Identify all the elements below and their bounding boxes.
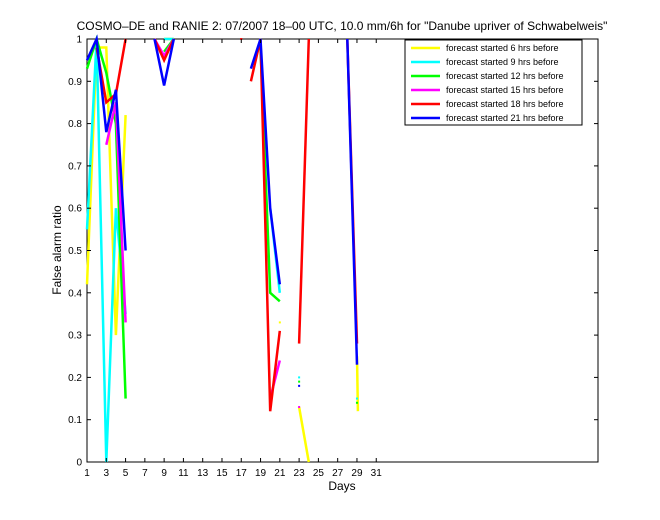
series-point <box>298 384 301 387</box>
legend-label: forecast started 12 hrs before <box>446 71 564 81</box>
x-tick-label: 1 <box>84 468 90 479</box>
y-tick-label: 0.8 <box>68 119 82 130</box>
x-tick-label: 7 <box>142 468 148 479</box>
legend-label: forecast started 21 hrs before <box>446 113 564 123</box>
series-line <box>297 38 311 344</box>
x-tick-label: 31 <box>371 468 383 479</box>
x-axis-ticks: 1 3 5 7 9 11 13 15 17 19 21 23 25 27 29 31 <box>84 39 382 479</box>
x-tick-label: 5 <box>123 468 129 479</box>
x-tick-label: 19 <box>255 468 267 479</box>
y-tick-label: 0.6 <box>68 204 82 215</box>
y-axis-ticks: 0 0.1 0.2 0.3 0.4 0.5 0.6 0.7 0.8 0.9 1 <box>68 35 598 469</box>
series-point <box>298 376 301 379</box>
y-tick-label: 0 <box>76 458 82 469</box>
x-axis-label: Days <box>328 479 355 493</box>
y-tick-label: 0.2 <box>68 373 82 384</box>
x-tick-label: 25 <box>313 468 325 479</box>
series-line <box>249 38 282 285</box>
legend-label: forecast started 18 hrs before <box>446 99 564 109</box>
series-point <box>278 321 281 324</box>
y-tick-label: 0.9 <box>68 77 82 88</box>
x-tick-label: 17 <box>236 468 248 479</box>
y-tick-label: 0.1 <box>68 415 82 426</box>
legend-label: forecast started 15 hrs before <box>446 85 564 95</box>
x-tick-label: 27 <box>332 468 344 479</box>
series-point <box>355 397 358 400</box>
series-point <box>298 406 301 409</box>
y-tick-label: 0.4 <box>68 288 82 299</box>
x-tick-label: 21 <box>274 468 286 479</box>
series-line <box>153 38 176 86</box>
series-layer <box>85 34 360 463</box>
y-tick-label: 0.5 <box>68 246 82 257</box>
x-tick-label: 13 <box>197 468 209 479</box>
y-tick-label: 0.7 <box>68 161 82 172</box>
y-tick-label: 0.3 <box>68 331 82 342</box>
x-tick-label: 9 <box>161 468 167 479</box>
series-point <box>355 401 358 404</box>
series-line <box>346 38 359 365</box>
x-tick-label: 3 <box>104 468 110 479</box>
legend-label: forecast started 9 hrs before <box>446 57 559 67</box>
y-tick-label: 1 <box>76 35 82 46</box>
series-line <box>153 38 175 64</box>
series-line <box>85 34 127 251</box>
series-line <box>249 38 282 412</box>
series-line <box>297 406 311 463</box>
y-axis-label: False alarm ratio <box>50 205 64 295</box>
x-tick-label: 11 <box>178 468 189 479</box>
legend-label: forecast started 6 hrs before <box>446 43 559 53</box>
series-forecast-started-21-hrs-before <box>85 34 359 387</box>
x-tick-label: 15 <box>216 468 228 479</box>
chart-title: COSMO–DE and RANIE 2: 07/2007 18–00 UTC,… <box>77 19 608 33</box>
x-tick-label: 29 <box>351 468 363 479</box>
legend: forecast started 6 hrs before forecast st… <box>404 39 583 126</box>
series-point <box>298 380 301 383</box>
x-tick-label: 23 <box>294 468 306 479</box>
legend-box <box>404 39 583 126</box>
